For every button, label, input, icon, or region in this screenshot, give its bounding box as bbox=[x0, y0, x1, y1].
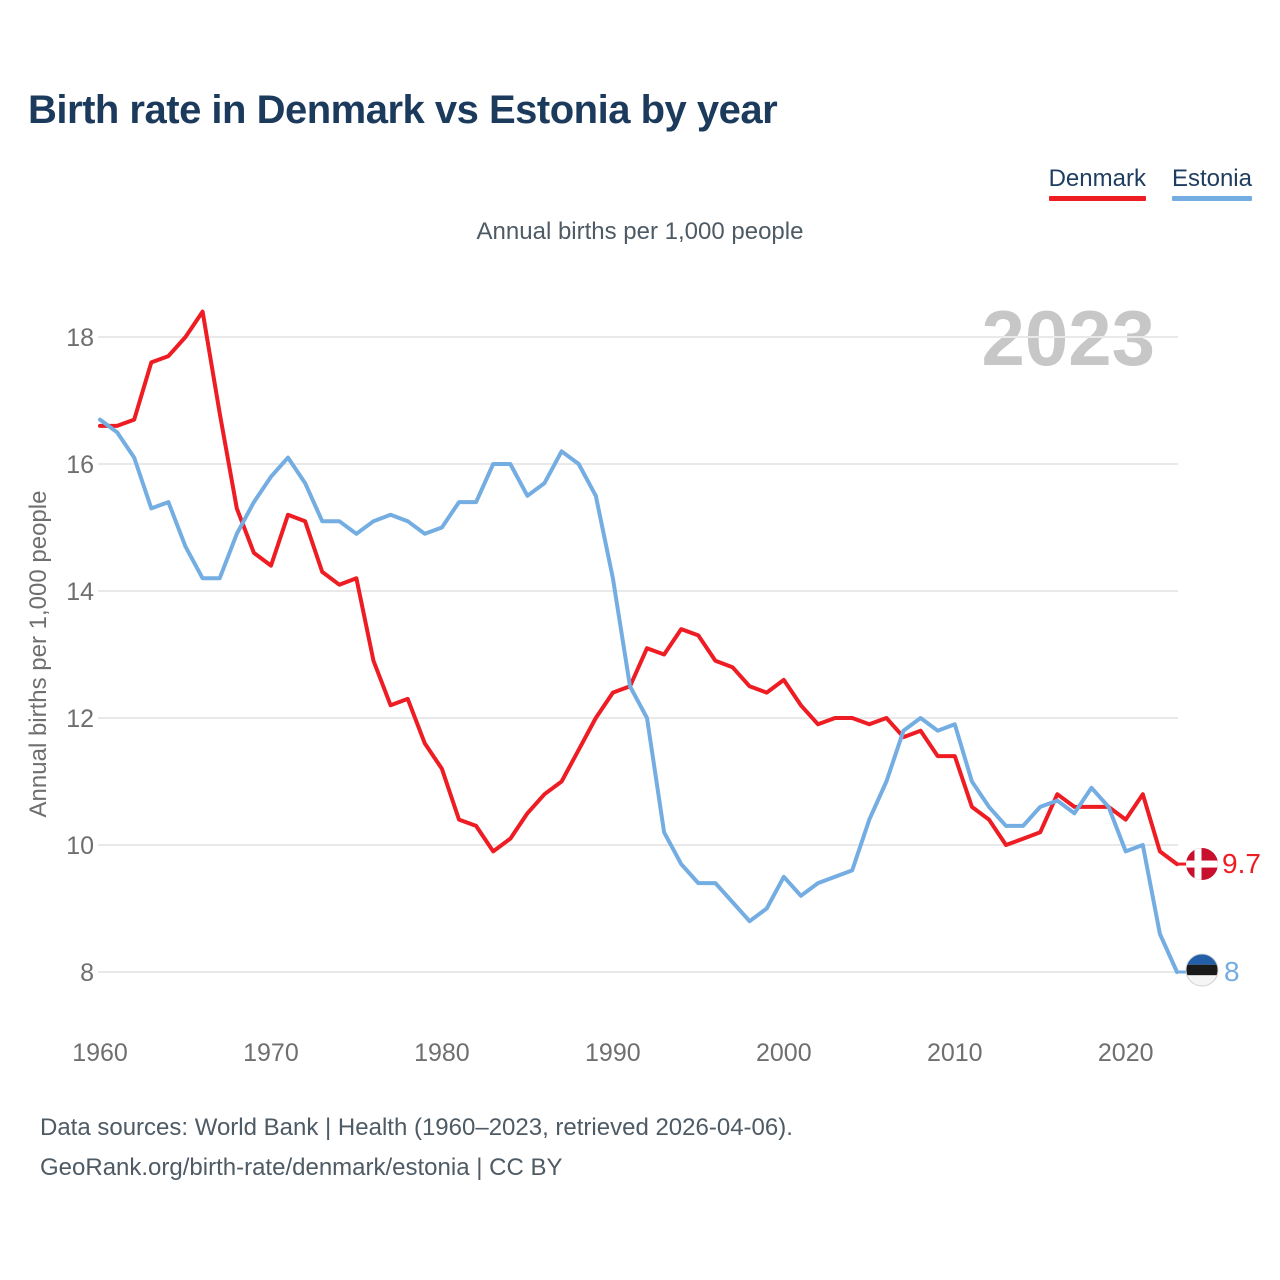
denmark-line bbox=[98, 309, 1179, 867]
x-tick-label: 1970 bbox=[243, 1039, 299, 1067]
y-tick-label: 18 bbox=[66, 324, 94, 352]
y-tick-label: 8 bbox=[80, 959, 94, 987]
x-tick-label: 1960 bbox=[72, 1039, 128, 1067]
legend-item-denmark[interactable]: Denmark bbox=[1048, 165, 1146, 201]
legend-item-estonia[interactable]: Estonia bbox=[1171, 165, 1252, 201]
footer-sources: Data sources: World Bank | Health (1960–… bbox=[40, 1114, 793, 1141]
footer: Data sources: World Bank | Health (1960–… bbox=[40, 1108, 793, 1188]
estonia-flag-stripe-black bbox=[1186, 964, 1218, 976]
legend-label-estonia: Estonia bbox=[1171, 165, 1252, 192]
legend-label-denmark: Denmark bbox=[1048, 165, 1146, 192]
estonia-end-label: 8 bbox=[1224, 956, 1240, 987]
y-tick-label: 16 bbox=[66, 451, 94, 479]
x-tick-label: 1990 bbox=[585, 1039, 641, 1067]
y-tick-label: 10 bbox=[66, 832, 94, 860]
x-tick-label: 2000 bbox=[756, 1039, 812, 1067]
footer-attribution: GeoRank.org/birth-rate/denmark/estonia |… bbox=[40, 1154, 563, 1181]
x-tick-label: 2020 bbox=[1098, 1039, 1154, 1067]
x-tick-label: 1980 bbox=[414, 1039, 470, 1067]
denmark-flag-cross-h bbox=[1186, 860, 1218, 868]
legend-underline-denmark bbox=[1048, 196, 1146, 201]
y-tick-label: 12 bbox=[66, 705, 94, 733]
estonia-flag-stripe-white bbox=[1186, 975, 1218, 986]
y-tick-label: 14 bbox=[66, 578, 94, 606]
estonia-flag-icon bbox=[1185, 953, 1219, 987]
legend: Denmark Estonia bbox=[1048, 165, 1252, 201]
denmark-flag-cross-v bbox=[1194, 848, 1202, 881]
chart-subtitle: Annual births per 1,000 people bbox=[476, 218, 804, 245]
x-tick-label: 2010 bbox=[927, 1039, 983, 1067]
page-title: Birth rate in Denmark vs Estonia by year bbox=[28, 88, 778, 132]
legend-underline-estonia bbox=[1171, 196, 1252, 201]
estonia-flag-stripe-blue bbox=[1186, 954, 1218, 965]
estonia-line bbox=[98, 417, 1179, 974]
y-axis-title: Annual births per 1,000 people bbox=[25, 491, 52, 818]
denmark-end-label: 9.7 bbox=[1222, 848, 1261, 879]
